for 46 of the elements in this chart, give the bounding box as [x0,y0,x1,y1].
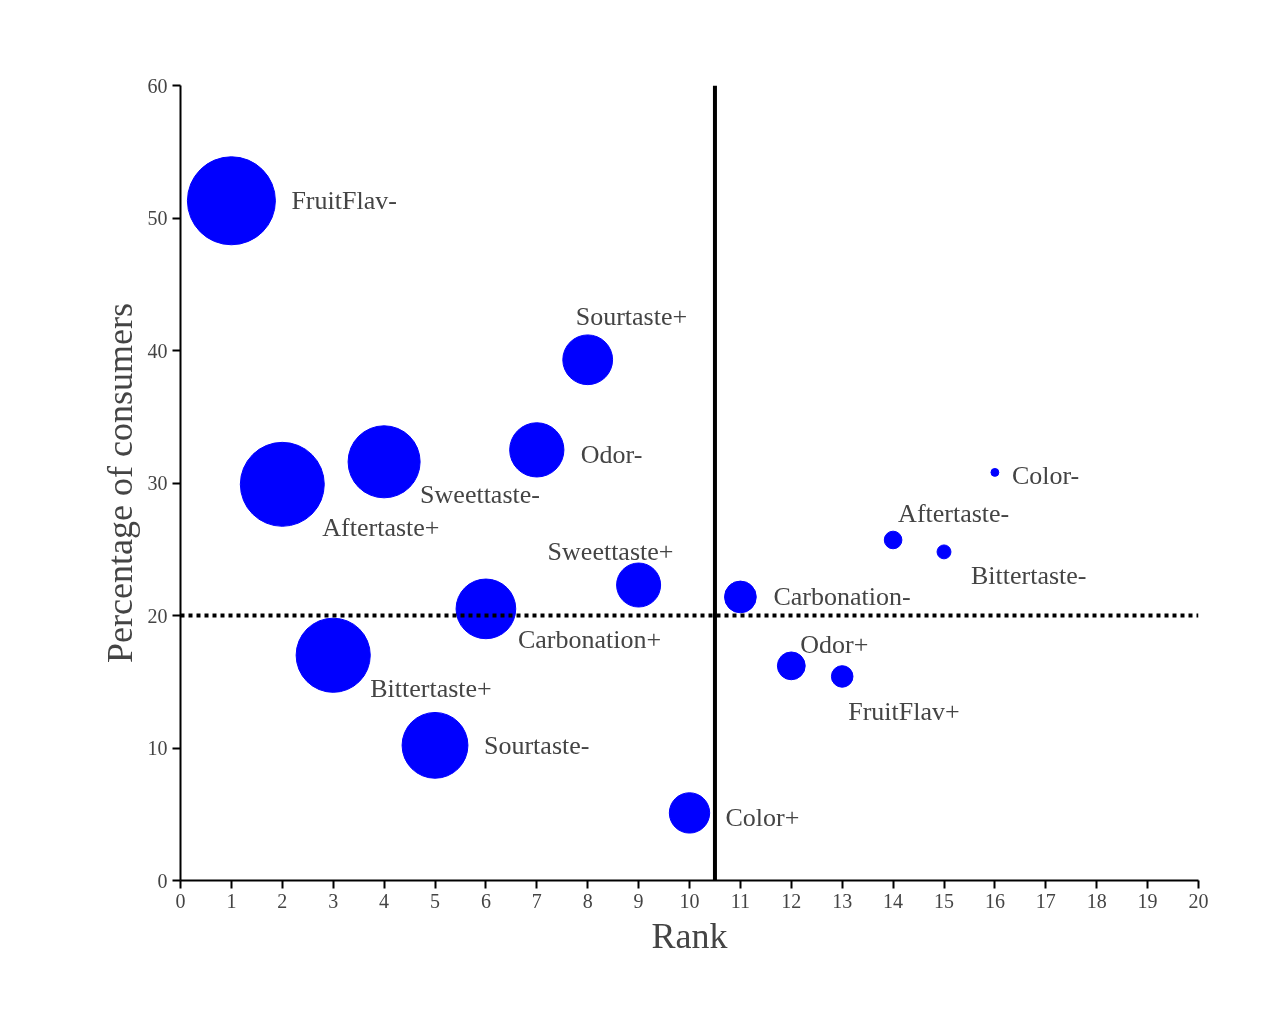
y-tick-label: 40 [147,339,168,362]
x-tick-label: 13 [832,889,853,912]
annotation: Color- [1011,460,1080,490]
y-tick-label: 10 [147,737,168,759]
annotation: Aftertaste+ [322,512,440,542]
x-tick-label: 17 [1035,889,1056,912]
annotation: Color+ [725,803,800,833]
annotation: FruitFlav- [291,186,397,216]
y-tick-label: 60 [147,74,168,97]
x-tick-label: 19 [1137,889,1158,912]
annotation: FruitFlav+ [848,696,960,726]
annotation: Sweettaste- [420,480,540,510]
y-tick-label: 50 [147,207,168,229]
annotation: Odor- [580,440,643,470]
annotation: Bittertaste- [971,561,1087,591]
annotation: Sourtaste+ [575,302,688,332]
x-tick-label: 15 [934,889,954,912]
x-tick-label: 1 [226,889,237,912]
x-tick-label: 12 [781,889,802,912]
x-tick-label: 6 [480,889,491,912]
y-tick-label: 30 [147,472,168,494]
x-tick-label: 0 [175,889,186,912]
annotation: Carbonation- [773,582,911,612]
annotation: Carbonation+ [517,625,662,655]
x-tick-label: 16 [984,889,1005,912]
y-tick-label: 0 [157,869,168,892]
x-tick-label: 9 [633,889,644,912]
x-tick-label: 20 [1188,889,1209,912]
x-tick-label: 18 [1086,889,1107,912]
x-tick-label: 2 [277,889,288,912]
x-tick-label: 5 [430,889,440,912]
x-tick-label: 3 [328,889,339,912]
x-tick-label: 8 [582,889,593,912]
x-tick-label: 4 [379,889,390,912]
x-tick-label: 7 [531,889,542,912]
x-axis-title: Rank [651,915,728,956]
x-tick-label: 11 [730,889,751,912]
y-axis-title: Percentage of consumers [99,303,140,663]
y-tick-label: 20 [147,604,168,627]
annotation: Aftertaste- [898,499,1010,529]
x-tick-label: 14 [883,889,904,912]
annotation: Sweettaste+ [547,536,674,566]
annotation: Odor+ [800,630,869,660]
annotation: Bittertaste+ [370,673,492,703]
annotation: Sourtaste- [484,730,590,760]
x-tick-label: 10 [679,889,700,912]
